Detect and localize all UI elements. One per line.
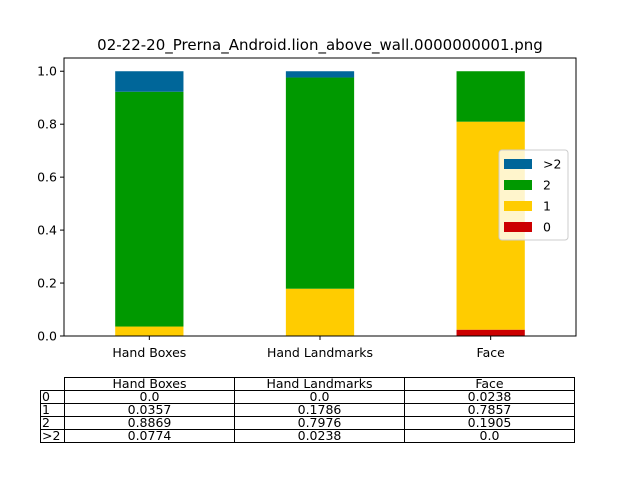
y-tick-label: 0.2 [37, 276, 57, 291]
y-tick-label: 0.4 [37, 223, 57, 238]
table-row-label: 1 [40, 403, 65, 417]
table-column-header: Hand Landmarks [234, 377, 405, 391]
legend: >2 2 1 0 [498, 149, 569, 241]
y-tick-label: 0.6 [37, 170, 57, 185]
table-cell: 0.0238 [404, 390, 575, 404]
table-corner [41, 378, 65, 391]
table-cell: 0.0238 [234, 429, 405, 443]
table-row: >2 0.0774 0.0238 0.0 [40, 429, 575, 443]
stacked-bar-chart: 02-22-20_Prerna_Android.lion_above_wall.… [37, 36, 577, 360]
table-cell: 0.7857 [404, 403, 575, 417]
table-cell: 0.1786 [234, 403, 405, 417]
y-tick-label: 0.8 [37, 117, 57, 132]
table-cell: 0.0 [404, 429, 575, 443]
legend-swatch [504, 180, 532, 190]
legend-swatch [504, 159, 532, 169]
table-cell: 0.1905 [404, 416, 575, 430]
legend-label: 1 [543, 199, 551, 214]
table-cell: 0.0357 [64, 403, 235, 417]
table-row: 1 0.0357 0.1786 0.7857 [40, 403, 575, 417]
legend-frame [498, 149, 569, 241]
bar-segment [456, 71, 525, 122]
legend-label: >2 [543, 157, 561, 172]
table-column-header: Hand Boxes [64, 377, 235, 391]
table-row-label: 2 [40, 416, 65, 430]
table-row-label: >2 [40, 429, 65, 443]
table-cell: 0.0774 [64, 429, 235, 443]
table-cell: 0.7976 [234, 416, 405, 430]
table-column-header: Face [404, 377, 575, 391]
bar-segment [115, 326, 184, 336]
legend-label: 0 [543, 220, 551, 235]
chart-title: 02-22-20_Prerna_Android.lion_above_wall.… [97, 36, 543, 55]
bar-segment [285, 71, 355, 78]
bar-segment [285, 77, 355, 289]
legend-swatch [504, 201, 532, 211]
table-row-label: 0 [40, 390, 65, 404]
bar-segment [456, 329, 525, 336]
bar-segment [115, 91, 184, 327]
table-row: 2 0.8869 0.7976 0.1905 [40, 416, 575, 430]
y-tick-label: 0.0 [37, 329, 57, 344]
table-row: 0 0.0 0.0 0.0238 [40, 390, 575, 404]
x-tick-label: Hand Boxes [112, 345, 186, 360]
legend-swatch [504, 222, 532, 232]
data-table: Hand Boxes Hand Landmarks Face 0 0.0 0.0… [40, 377, 575, 443]
x-tick-label: Hand Landmarks [267, 345, 373, 360]
legend-label: 2 [543, 178, 551, 193]
table-cell: 0.0 [64, 390, 235, 404]
table-cell: 0.0 [234, 390, 405, 404]
table-header-row: Hand Boxes Hand Landmarks Face [41, 377, 575, 391]
table-cell: 0.8869 [64, 416, 235, 430]
bar-segment [285, 288, 355, 336]
y-tick-label: 1.0 [37, 64, 57, 79]
bar-segment [115, 71, 184, 92]
x-tick-label: Face [477, 345, 506, 360]
